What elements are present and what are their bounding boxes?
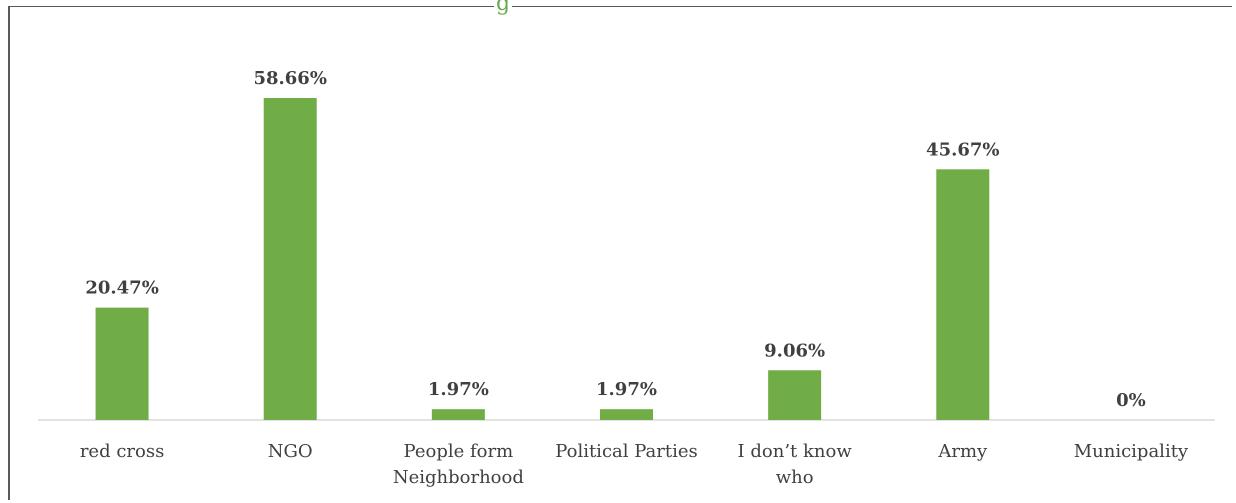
category-label-line: Political Parties [555,441,698,462]
category-label-5: Army [937,441,988,462]
category-label-line: who [776,467,814,488]
chart-title-fragment: g [494,0,513,15]
category-label-3: Political Parties [555,441,698,462]
category-label-6: Municipality [1074,441,1189,462]
category-label-line: People form [404,441,514,462]
bar-4 [768,370,822,420]
value-label-6: 0% [1116,390,1146,411]
category-labels-group: red cross NGO People form Neighborhood Polit… [80,441,1189,488]
value-label-4: 9.06% [764,340,825,361]
value-label-5: 45.67% [926,139,999,160]
bar-3 [600,409,653,420]
category-label-line: NGO [268,441,313,462]
value-label-2: 1.97% [428,379,489,400]
bar-0 [95,307,149,420]
bar-1 [263,98,317,420]
category-label-line: red cross [80,441,165,462]
bar-5 [936,169,990,420]
bar-2 [431,409,485,420]
category-label-2: People form Neighborhood [393,441,524,488]
category-label-1: NGO [268,441,313,462]
value-labels-group: 20.47% 58.66% 1.97% 1.97% 9.06% 45.67% 0% [85,68,1145,411]
category-label-line: I don’t know [738,441,853,462]
category-label-4: I don’t know who [738,441,853,488]
value-label-0: 20.47% [85,278,158,299]
category-label-0: red cross [80,441,165,462]
value-label-1: 58.66% [253,68,326,89]
value-label-3: 1.97% [596,379,657,400]
category-label-line: Neighborhood [393,467,524,488]
bars-group [95,98,990,420]
category-label-line: Municipality [1074,441,1189,462]
category-label-line: Army [937,441,988,462]
